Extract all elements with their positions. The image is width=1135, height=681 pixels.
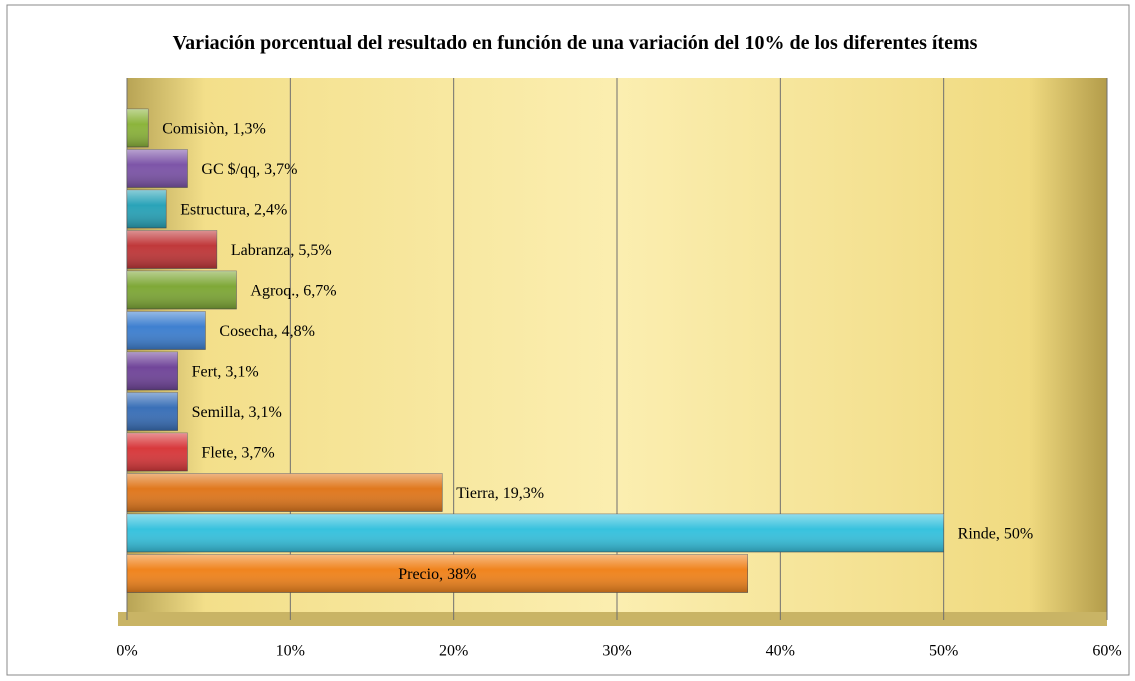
x-tick-label: 50% <box>929 643 958 660</box>
data-label: Comisiòn, 1,3% <box>162 121 266 138</box>
bar-shine <box>127 311 206 350</box>
bar-shine <box>127 392 178 431</box>
bar-shine <box>127 352 178 390</box>
data-label: Agroq., 6,7% <box>250 283 336 300</box>
data-label: Labranza, 5,5% <box>231 242 332 259</box>
data-label: Semilla, 3,1% <box>192 404 282 421</box>
x-tick-label: 0% <box>116 643 137 660</box>
data-label: Rinde, 50% <box>958 526 1034 543</box>
x-tick-label: 40% <box>766 643 795 660</box>
bar-shine <box>127 271 237 309</box>
x-tick-label: 30% <box>602 643 631 660</box>
bar-shine <box>127 433 188 471</box>
data-label: Cosecha, 4,8% <box>219 323 315 340</box>
data-label: Tierra, 19,3% <box>456 485 544 502</box>
bar-shine <box>127 149 188 188</box>
data-label: Precio, 38% <box>398 566 476 583</box>
bar-shine <box>127 473 443 512</box>
data-label: GC $/qq, 3,7% <box>201 161 297 178</box>
data-label: Estructura, 2,4% <box>180 202 287 219</box>
x-tick-label: 60% <box>1092 643 1121 660</box>
bar-shine <box>127 230 217 269</box>
bar-shine <box>127 190 167 228</box>
data-label: Fert, 3,1% <box>192 364 259 381</box>
chart-title: Variación porcentual del resultado en fu… <box>172 32 978 54</box>
bar-shine <box>127 514 944 552</box>
x-tick-label: 10% <box>276 643 305 660</box>
x-tick-label: 20% <box>439 643 468 660</box>
bar-shine <box>127 109 149 147</box>
data-label: Flete, 3,7% <box>201 445 274 462</box>
bar-shine <box>127 554 748 593</box>
plot-floor <box>118 612 1107 626</box>
